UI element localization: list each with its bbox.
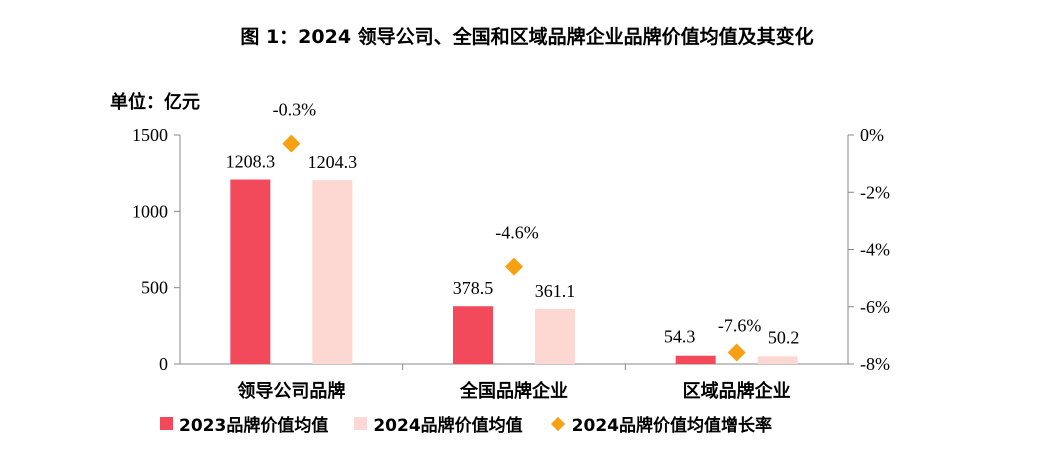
y-right-tick-label: 0% xyxy=(860,125,884,145)
legend-label-growth: 2024品牌价值均值增长率 xyxy=(571,416,772,436)
y-right-tick-label: -6% xyxy=(860,297,890,317)
growth-data-label: -7.6% xyxy=(718,316,762,336)
y-left-tick-label: 500 xyxy=(141,278,168,298)
legend-item-2024: 2024品牌价值均值 xyxy=(354,411,523,436)
bar-data-label: 50.2 xyxy=(768,327,800,347)
y-left-tick-label: 1000 xyxy=(132,201,168,221)
growth-marker xyxy=(505,257,523,276)
bar-2023 xyxy=(675,355,716,364)
x-category-label: 全国品牌企业 xyxy=(459,380,568,402)
x-category-label: 领导公司品牌 xyxy=(237,380,345,402)
growth-data-label: -0.3% xyxy=(273,100,317,120)
y-right-tick-label: -4% xyxy=(860,240,890,260)
bar-2023 xyxy=(230,179,271,364)
y-right-tick-label: -2% xyxy=(860,182,890,202)
legend-item-growth: 2024品牌价值均值增长率 xyxy=(549,411,772,436)
growth-data-label: -4.6% xyxy=(495,223,539,243)
legend-swatch-2023 xyxy=(160,417,173,430)
y-left-tick-label: 0 xyxy=(159,354,168,374)
chart-title: 图 1：2024 领导公司、全国和区域品牌企业品牌价值均值及其变化 xyxy=(240,26,814,48)
bar-2024 xyxy=(535,308,575,364)
bar-data-label: 378.5 xyxy=(453,278,494,298)
growth-marker xyxy=(282,134,301,153)
legend-label-2023: 2023品牌价值均值 xyxy=(179,416,329,436)
legend-item-2023: 2023品牌价值均值 xyxy=(160,411,328,436)
bar-2023 xyxy=(453,306,493,364)
bar-2024 xyxy=(757,356,798,364)
bar-data-label: 1204.3 xyxy=(308,152,358,172)
legend-swatch-2024 xyxy=(354,417,368,430)
bar-2024 xyxy=(312,180,353,364)
unit-label: 单位：亿元 xyxy=(110,92,200,113)
legend-diamond-growth xyxy=(550,416,565,431)
chart-legend: 2023品牌价值均值 2024品牌价值均值 2024品牌价值均值增长率 xyxy=(160,411,798,436)
legend-label-2024: 2024品牌价值均值 xyxy=(373,416,523,436)
bar-data-label: 54.3 xyxy=(664,327,696,347)
bar-data-label: 1208.3 xyxy=(226,152,276,172)
x-category-label: 区域品牌企业 xyxy=(683,380,791,402)
y-right-tick-label: -8% xyxy=(860,354,890,374)
y-left-tick-label: 1500 xyxy=(132,125,168,145)
bar-data-label: 361.1 xyxy=(535,281,576,301)
growth-marker xyxy=(727,343,746,362)
